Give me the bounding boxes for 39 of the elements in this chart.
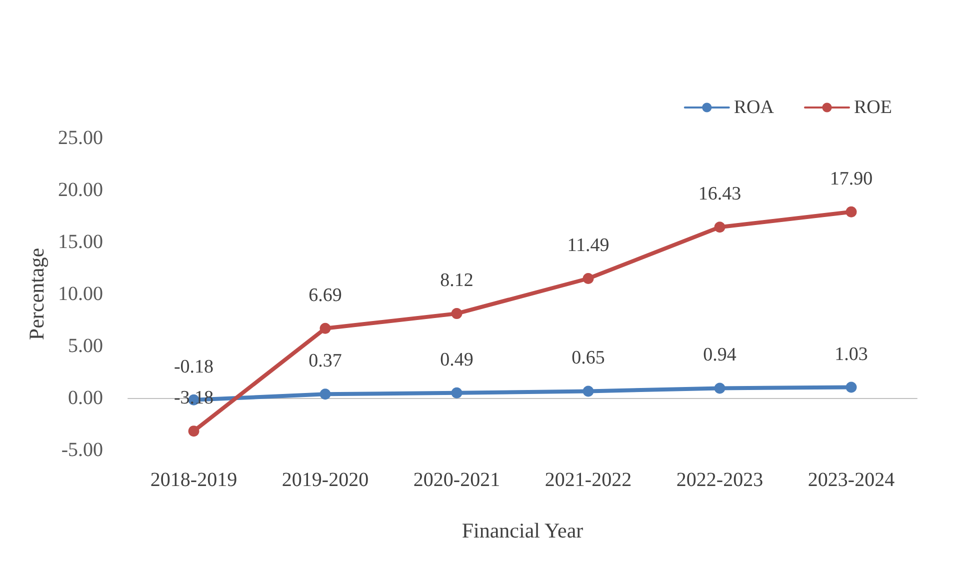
data-label: 11.49 (567, 235, 610, 256)
text: 0.49 (440, 349, 474, 370)
y-tick-label: 10.00 (58, 283, 103, 305)
text: 1.03 (834, 344, 868, 365)
point (582, 273, 594, 284)
x-tick-label: 2018-2019 (150, 469, 238, 491)
x-tick-label: 2019-2020 (282, 469, 369, 491)
data-label: 16.43 (698, 184, 742, 205)
legend-label: ROE (854, 97, 892, 118)
y-tick-label: 0.00 (68, 387, 103, 409)
point (846, 382, 857, 393)
x-axis-title: Financial Year (462, 518, 584, 542)
text: 0.94 (703, 344, 736, 366)
x-tick-label: 2022-2023 (676, 469, 764, 491)
point (582, 386, 594, 397)
y-tick-label: 5.00 (68, 335, 103, 357)
y-tick-label: 15.00 (58, 231, 103, 253)
x-tick-label: 2021-2022 (544, 469, 632, 491)
legend-label: ROA (734, 97, 774, 118)
data-label: 6.69 (308, 284, 342, 306)
x-tick-label: 2023-2024 (808, 469, 895, 491)
point (846, 206, 857, 218)
y-tick-label: 25.00 (58, 127, 103, 149)
y-tick-label: -5.00 (61, 439, 103, 461)
point (320, 388, 331, 400)
y-axis-title: Percentage (24, 248, 49, 340)
point (451, 308, 462, 320)
data-label: 8.12 (440, 270, 474, 292)
x-tick-label: 2020-2021 (413, 469, 500, 491)
text: 0.37 (308, 350, 342, 372)
point (320, 322, 331, 334)
point (714, 382, 726, 394)
point (714, 222, 726, 233)
point (451, 387, 462, 398)
data-label: 17.90 (830, 168, 873, 190)
y-tick-label: 20.00 (58, 179, 103, 201)
text: 0.65 (572, 348, 605, 369)
text: -0.18 (174, 356, 214, 378)
point (188, 426, 200, 437)
